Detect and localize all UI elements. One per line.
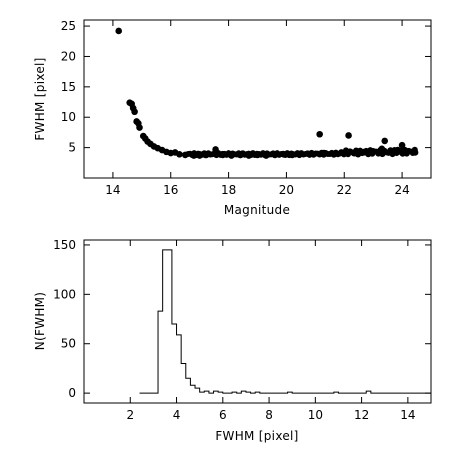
x-tick-label: 6 <box>219 408 227 422</box>
histogram-x-ticks: 2 4 6 8 10 12 14 <box>126 240 416 422</box>
y-tick-label: 50 <box>61 337 76 351</box>
x-tick-label: 12 <box>354 408 369 422</box>
histogram-outline <box>139 249 431 394</box>
histogram-y-axis-label: N(FWHM) <box>33 292 47 351</box>
scatter-point <box>411 146 418 153</box>
histogram-y-ticks: 0 50 100 150 <box>53 238 431 400</box>
y-tick-label: 15 <box>61 80 76 94</box>
scatter-panel: 14 16 18 20 22 24 5 10 15 20 25 Magnitude FWHM [p… <box>33 19 432 217</box>
scatter-x-axis-label: Magnitude <box>224 203 290 217</box>
x-tick-label: 14 <box>400 408 415 422</box>
x-tick-label: 8 <box>265 408 273 422</box>
histogram-panel: 2 4 6 8 10 12 14 0 50 100 150 FWHM [pixel] N(FWHM… <box>33 238 432 443</box>
scatter-x-ticks: 14 16 18 20 22 24 <box>105 20 410 197</box>
x-tick-label: 18 <box>221 183 236 197</box>
scatter-y-axis-label: FWHM [pixel] <box>33 57 47 140</box>
histogram-x-axis-label: FWHM [pixel] <box>215 429 298 443</box>
x-tick-label: 4 <box>173 408 181 422</box>
y-tick-label: 20 <box>61 49 76 63</box>
x-tick-label: 10 <box>308 408 323 422</box>
scatter-plot-frame <box>83 19 432 179</box>
x-tick-label: 16 <box>163 183 178 197</box>
x-tick-label: 2 <box>126 408 134 422</box>
x-tick-label: 14 <box>105 183 120 197</box>
histogram-plot-frame <box>83 239 432 404</box>
scatter-point <box>115 27 122 35</box>
scatter-point <box>316 130 323 138</box>
y-tick-label: 10 <box>61 110 76 124</box>
scatter-point <box>136 124 143 131</box>
x-tick-label: 24 <box>394 183 409 197</box>
y-tick-label: 25 <box>61 19 76 33</box>
scatter-points <box>115 27 419 159</box>
scatter-point <box>345 132 352 139</box>
scatter-point <box>381 137 389 145</box>
y-tick-label: 5 <box>68 141 76 155</box>
y-tick-label: 100 <box>53 287 76 301</box>
x-tick-label: 22 <box>337 183 352 197</box>
scatter-point <box>398 141 406 149</box>
y-tick-label: 150 <box>53 238 76 252</box>
scatter-y-ticks: 5 10 15 20 25 <box>61 19 431 155</box>
x-tick-label: 20 <box>279 183 294 197</box>
scatter-point <box>176 151 183 158</box>
scatter-point <box>131 108 138 116</box>
y-tick-label: 0 <box>68 386 76 400</box>
